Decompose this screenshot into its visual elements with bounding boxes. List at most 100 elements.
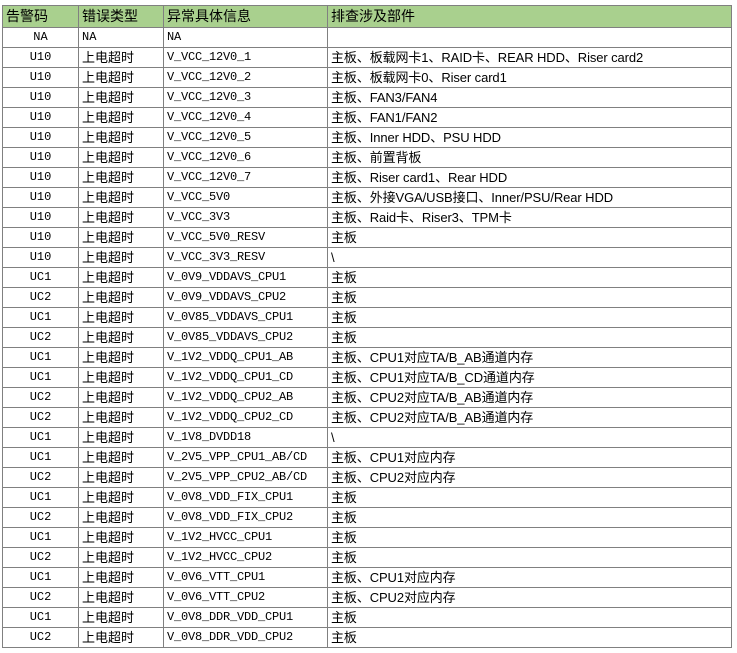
cell-alarm-code[interactable]: UC2 [2,507,79,528]
cell-error-type[interactable]: 上电超时 [78,347,164,368]
cell-error-type[interactable]: 上电超时 [78,147,164,168]
cell-parts[interactable]: 主板、CPU1对应内存 [327,567,732,588]
cell-detail-info[interactable]: V_VCC_12V0_6 [163,147,328,168]
cell-alarm-code[interactable]: U10 [2,227,79,248]
cell-error-type[interactable]: 上电超时 [78,167,164,188]
cell-alarm-code[interactable]: U10 [2,127,79,148]
cell-error-type[interactable]: 上电超时 [78,307,164,328]
cell-alarm-code[interactable]: UC1 [2,427,79,448]
table-row[interactable]: UC2 上电超时 V_0V9_VDDAVS_CPU2 主板 [2,287,732,308]
table-row[interactable]: UC1 上电超时 V_0V6_VTT_CPU1 主板、CPU1对应内存 [2,567,732,588]
cell-error-type[interactable]: 上电超时 [78,247,164,268]
cell-detail-info[interactable]: V_0V8_DDR_VDD_CPU2 [163,627,328,648]
cell-parts[interactable]: 主板 [327,607,732,628]
cell-error-type[interactable]: 上电超时 [78,187,164,208]
cell-parts[interactable]: 主板 [327,547,732,568]
cell-detail-info[interactable]: V_VCC_12V0_5 [163,127,328,148]
cell-parts[interactable]: 主板、FAN1/FAN2 [327,107,732,128]
cell-parts[interactable]: 主板 [327,307,732,328]
cell-parts[interactable]: 主板 [327,267,732,288]
cell-error-type[interactable]: 上电超时 [78,407,164,428]
cell-detail-info[interactable]: V_1V2_HVCC_CPU2 [163,547,328,568]
cell-error-type[interactable]: 上电超时 [78,127,164,148]
table-row[interactable]: U10 上电超时 V_VCC_12V0_6 主板、前置背板 [2,147,732,168]
cell-parts[interactable]: 主板 [327,507,732,528]
cell-detail-info[interactable]: V_1V2_VDDQ_CPU1_AB [163,347,328,368]
cell-parts[interactable]: 主板、Riser card1、Rear HDD [327,167,732,188]
table-row[interactable]: U10 上电超时 V_VCC_12V0_1 主板、板载网卡1、RAID卡、REAR H… [2,47,732,68]
cell-error-type[interactable]: 上电超时 [78,267,164,288]
cell-detail-info[interactable]: V_0V85_VDDAVS_CPU2 [163,327,328,348]
table-row[interactable]: UC1 上电超时 V_1V8_DVDD18 \ [2,427,732,448]
cell-parts[interactable]: 主板、CPU2对应TA/B_AB通道内存 [327,387,732,408]
table-row[interactable]: U10 上电超时 V_VCC_12V0_4 主板、FAN1/FAN2 [2,107,732,128]
cell-error-type[interactable]: NA [78,27,164,48]
cell-error-type[interactable]: 上电超时 [78,87,164,108]
cell-alarm-code[interactable]: NA [2,27,79,48]
cell-parts[interactable]: 主板、板载网卡1、RAID卡、REAR HDD、Riser card2 [327,47,732,68]
table-row[interactable]: UC2 上电超时 V_1V2_VDDQ_CPU2_CD 主板、CPU2对应TA/B_A… [2,407,732,428]
cell-detail-info[interactable]: V_VCC_12V0_1 [163,47,328,68]
cell-detail-info[interactable]: V_VCC_5V0 [163,187,328,208]
cell-detail-info[interactable]: V_VCC_3V3 [163,207,328,228]
cell-parts[interactable]: 主板、外接VGA/USB接口、Inner/PSU/Rear HDD [327,187,732,208]
cell-error-type[interactable]: 上电超时 [78,327,164,348]
cell-error-type[interactable]: 上电超时 [78,47,164,68]
cell-detail-info[interactable]: V_2V5_VPP_CPU2_AB/CD [163,467,328,488]
cell-parts[interactable]: \ [327,427,732,448]
table-row[interactable]: UC1 上电超时 V_2V5_VPP_CPU1_AB/CD 主板、CPU1对应内存 [2,447,732,468]
table-row[interactable]: UC2 上电超时 V_0V8_DDR_VDD_CPU2 主板 [2,627,732,648]
cell-parts[interactable]: 主板、CPU2对应内存 [327,587,732,608]
table-row[interactable]: UC2 上电超时 V_0V85_VDDAVS_CPU2 主板 [2,327,732,348]
cell-parts[interactable]: 主板、Raid卡、Riser3、TPM卡 [327,207,732,228]
table-row[interactable]: U10 上电超时 V_VCC_12V0_7 主板、Riser card1、Rear H… [2,167,732,188]
cell-detail-info[interactable]: V_VCC_5V0_RESV [163,227,328,248]
cell-detail-info[interactable]: V_0V9_VDDAVS_CPU1 [163,267,328,288]
cell-detail-info[interactable]: V_0V6_VTT_CPU1 [163,567,328,588]
cell-error-type[interactable]: 上电超时 [78,527,164,548]
table-row[interactable]: U10 上电超时 V_VCC_5V0 主板、外接VGA/USB接口、Inner/PSU… [2,187,732,208]
cell-detail-info[interactable]: V_0V9_VDDAVS_CPU2 [163,287,328,308]
cell-alarm-code[interactable]: UC2 [2,407,79,428]
cell-parts[interactable]: 主板 [327,527,732,548]
cell-detail-info[interactable]: V_1V2_VDDQ_CPU2_AB [163,387,328,408]
table-row[interactable]: UC2 上电超时 V_2V5_VPP_CPU2_AB/CD 主板、CPU2对应内存 [2,467,732,488]
table-row[interactable]: U10 上电超时 V_VCC_12V0_5 主板、Inner HDD、PSU HDD [2,127,732,148]
table-row[interactable]: UC2 上电超时 V_1V2_VDDQ_CPU2_AB 主板、CPU2对应TA/B_A… [2,387,732,408]
cell-alarm-code[interactable]: UC1 [2,527,79,548]
cell-alarm-code[interactable]: UC1 [2,367,79,388]
cell-detail-info[interactable]: V_2V5_VPP_CPU1_AB/CD [163,447,328,468]
cell-error-type[interactable]: 上电超时 [78,107,164,128]
cell-error-type[interactable]: 上电超时 [78,467,164,488]
table-row[interactable]: UC1 上电超时 V_1V2_HVCC_CPU1 主板 [2,527,732,548]
table-row[interactable]: U10 上电超时 V_VCC_12V0_3 主板、FAN3/FAN4 [2,87,732,108]
cell-alarm-code[interactable]: UC1 [2,487,79,508]
cell-detail-info[interactable]: V_1V8_DVDD18 [163,427,328,448]
cell-alarm-code[interactable]: UC2 [2,327,79,348]
cell-detail-info[interactable]: NA [163,27,328,48]
cell-alarm-code[interactable]: U10 [2,247,79,268]
cell-error-type[interactable]: 上电超时 [78,367,164,388]
cell-alarm-code[interactable]: UC1 [2,607,79,628]
cell-error-type[interactable]: 上电超时 [78,627,164,648]
cell-alarm-code[interactable]: UC2 [2,587,79,608]
cell-detail-info[interactable]: V_0V8_VDD_FIX_CPU2 [163,507,328,528]
cell-error-type[interactable]: 上电超时 [78,227,164,248]
cell-error-type[interactable]: 上电超时 [78,67,164,88]
cell-alarm-code[interactable]: UC1 [2,447,79,468]
cell-alarm-code[interactable]: UC2 [2,467,79,488]
cell-parts[interactable]: 主板、CPU2对应TA/B_AB通道内存 [327,407,732,428]
cell-error-type[interactable]: 上电超时 [78,287,164,308]
cell-alarm-code[interactable]: U10 [2,87,79,108]
cell-parts[interactable]: \ [327,247,732,268]
cell-alarm-code[interactable]: U10 [2,147,79,168]
cell-error-type[interactable]: 上电超时 [78,607,164,628]
cell-detail-info[interactable]: V_VCC_12V0_4 [163,107,328,128]
column-header-alarm-code[interactable]: 告警码 [2,5,79,28]
cell-detail-info[interactable]: V_1V2_VDDQ_CPU1_CD [163,367,328,388]
table-row[interactable]: U10 上电超时 V_VCC_3V3_RESV \ [2,247,732,268]
table-row[interactable]: UC2 上电超时 V_1V2_HVCC_CPU2 主板 [2,547,732,568]
cell-detail-info[interactable]: V_VCC_12V0_3 [163,87,328,108]
column-header-error-type[interactable]: 错误类型 [78,5,164,28]
cell-error-type[interactable]: 上电超时 [78,207,164,228]
